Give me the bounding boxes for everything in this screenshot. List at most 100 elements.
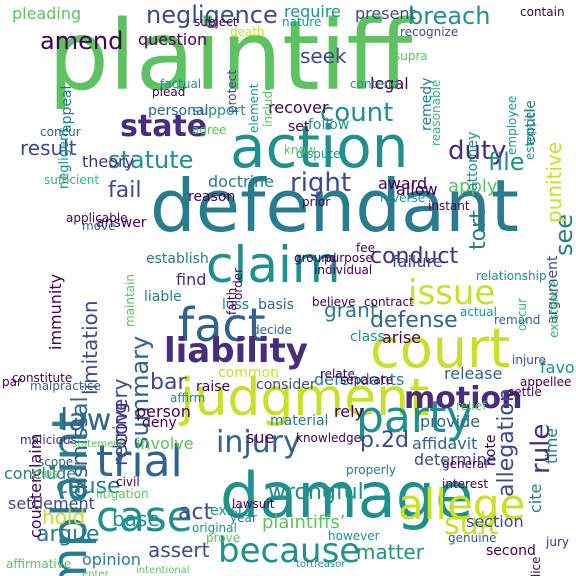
word-general: general [442, 457, 488, 471]
word-case: case [96, 492, 193, 541]
word-wrongful: wrongful [268, 480, 364, 505]
word-recover: recover [268, 98, 329, 117]
word-award: award [378, 174, 428, 193]
word-agree: agree [192, 123, 227, 137]
word-class: class [350, 329, 385, 345]
word-injury: injury [216, 425, 301, 460]
word-remand: remand [494, 313, 541, 327]
word-law: law [60, 403, 112, 438]
word-present: present [355, 4, 416, 23]
word-base: base [112, 507, 160, 531]
word-suit: suit [444, 507, 499, 542]
word-cause: cause [56, 474, 121, 499]
word-appellee: appellee [520, 375, 572, 389]
word-applicable: applicable [66, 211, 128, 225]
word-second: second [486, 543, 536, 559]
word-thus: thus [32, 467, 59, 481]
word-establish: establish [146, 251, 209, 267]
word-actual: actual [460, 305, 497, 319]
word-state: state [120, 109, 208, 144]
word-time: time [542, 427, 561, 464]
word-contend: contend [350, 77, 399, 91]
word-subject: subject [194, 15, 238, 29]
word-provide: provide [420, 412, 481, 431]
word-file: file [488, 148, 525, 176]
word-counterclaim: counterclaim [26, 433, 45, 538]
word-legal: legal [370, 74, 409, 93]
word-apply: apply [448, 176, 498, 197]
word-doctrine: doctrine [208, 172, 275, 191]
word-tortfeasor: tortfeasor [296, 559, 346, 570]
word-require: require [284, 2, 341, 21]
word-set: set [288, 119, 310, 135]
word-right: right [290, 168, 352, 198]
word-duty: duty [448, 136, 507, 166]
word-ground: ground [294, 251, 337, 265]
word-punitive: punitive [542, 141, 566, 223]
word-affidavit: affidavit [412, 434, 478, 453]
word-negligence: negligence [146, 1, 278, 29]
word-party: party [356, 392, 473, 443]
word-original: original [192, 521, 237, 535]
word-constitute: constitute [12, 371, 73, 385]
word-hold: hold [42, 505, 86, 529]
word-element: element [247, 83, 261, 133]
word-because: because [218, 531, 361, 571]
word-release: release [444, 364, 503, 383]
word-theory: theory [82, 152, 135, 171]
word-decide: decide [252, 323, 292, 337]
word-knowledge: knowledge [296, 431, 362, 445]
word-supra: supra [394, 49, 428, 63]
word-attorney: attorney [465, 131, 481, 191]
word-believe: believe [312, 295, 356, 309]
word-argue: argue [36, 522, 100, 547]
word-fee: fee [356, 241, 375, 255]
word-malpractice: malpractice [30, 379, 101, 393]
word-protect: protect [225, 69, 239, 113]
word-separate: separate [340, 373, 393, 387]
word-damage: damage [220, 459, 474, 532]
word-year: year [230, 511, 257, 525]
word-act: act [178, 500, 213, 525]
word-reverse: reverse [380, 191, 426, 205]
word-individual: individual [314, 263, 373, 277]
word-amend: amend [40, 27, 124, 55]
word-question: question [138, 30, 208, 49]
word-plaintiffs-apos: plaintiffs’ [262, 512, 346, 533]
word-claim: claim [206, 236, 341, 294]
word-contract: contract [364, 295, 414, 309]
word-conduct: conduct [370, 244, 459, 269]
word-plead: plead [152, 85, 186, 99]
word-genuine: genuine [448, 531, 497, 545]
word-raise: raise [196, 379, 231, 395]
word-trial: trial [96, 436, 183, 487]
word-seek: seek [300, 44, 347, 68]
word-allegation: allegation [494, 388, 519, 497]
word-count: count [320, 98, 394, 128]
word-allow: allow [396, 180, 438, 199]
word-judgment: judgment [180, 368, 430, 428]
word-follow: follow [308, 117, 350, 133]
word-favor: favor [540, 358, 576, 377]
word-motion: motion [404, 381, 523, 416]
word-know: know [284, 143, 316, 157]
word-assert: assert [148, 538, 210, 562]
word-opinion: opinion [82, 550, 141, 569]
word-scope: scope [38, 455, 74, 469]
word-estoppel: estoppel [523, 108, 537, 160]
word-litigation: litigation [96, 487, 149, 501]
word-liable: liable [144, 289, 182, 305]
word-enter: enter [82, 569, 109, 576]
word-include: include [261, 83, 275, 127]
word-recognize: recognize [400, 25, 459, 39]
word-rely: rely [334, 402, 364, 421]
word-employee: employee [505, 95, 519, 155]
word-allege: allege [398, 480, 526, 529]
word-prior: prior [302, 195, 331, 209]
word-answer: answer [96, 215, 147, 231]
word-plaintiff: plaintiff [48, 0, 413, 112]
word-lawsuit: lawsuit [232, 497, 275, 511]
word-fact: fact [178, 298, 266, 352]
word-personal: personal [148, 103, 209, 119]
word-liability: liability [164, 331, 308, 371]
